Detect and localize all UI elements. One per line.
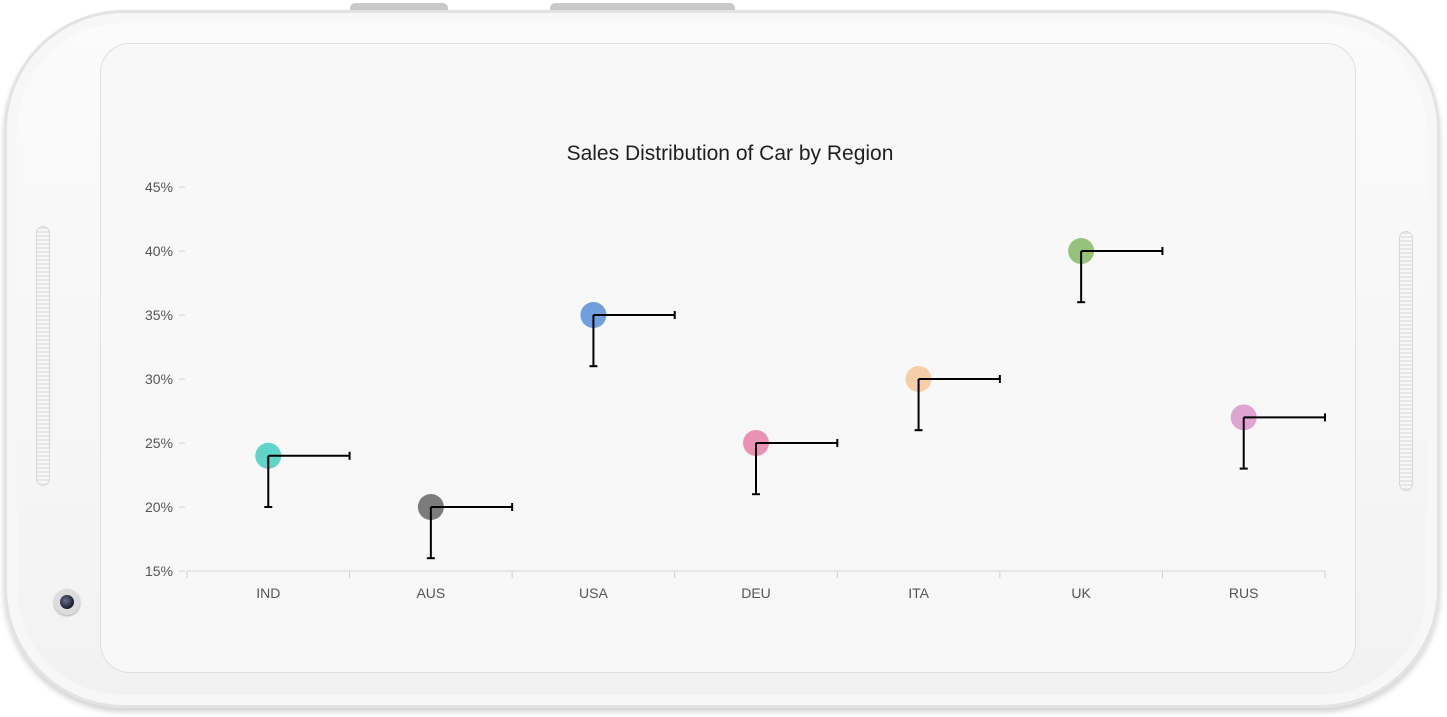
- scatter-chart: Sales Distribution of Car by Region 15% 2…: [145, 142, 1326, 601]
- camera-icon: [54, 589, 80, 615]
- phone-side-grip-right: [1399, 231, 1413, 491]
- x-tick-label: UK: [1071, 585, 1091, 601]
- y-tick-label: 20%: [145, 499, 173, 515]
- x-tick-label: ITA: [908, 585, 929, 601]
- y-tick-label: 40%: [145, 243, 173, 259]
- phone-screen: Sales Distribution of Car by Region 15% 2…: [100, 43, 1356, 673]
- y-tick-label: 30%: [145, 371, 173, 387]
- y-tick-label: 45%: [145, 179, 173, 195]
- chart-marks: [255, 238, 1326, 560]
- y-tick-label: 35%: [145, 307, 173, 323]
- x-tick-label: IND: [256, 585, 280, 601]
- phone-button-top-right: [550, 3, 735, 13]
- phone-side-grip-left: [36, 226, 50, 486]
- y-tick-label: 25%: [145, 435, 173, 451]
- x-tick-label: AUS: [416, 585, 445, 601]
- chart-axes: 15% 20% 25% 30% 35% 40% 45% IND AUS USA DEU ITA UK RU…: [145, 179, 1326, 601]
- x-tick-label: DEU: [741, 585, 771, 601]
- x-tick-label: RUS: [1229, 585, 1259, 601]
- y-tick-label: 15%: [145, 563, 173, 579]
- chart-title: Sales Distribution of Car by Region: [567, 142, 894, 165]
- phone-button-top-left: [350, 3, 448, 13]
- x-tick-label: USA: [579, 585, 608, 601]
